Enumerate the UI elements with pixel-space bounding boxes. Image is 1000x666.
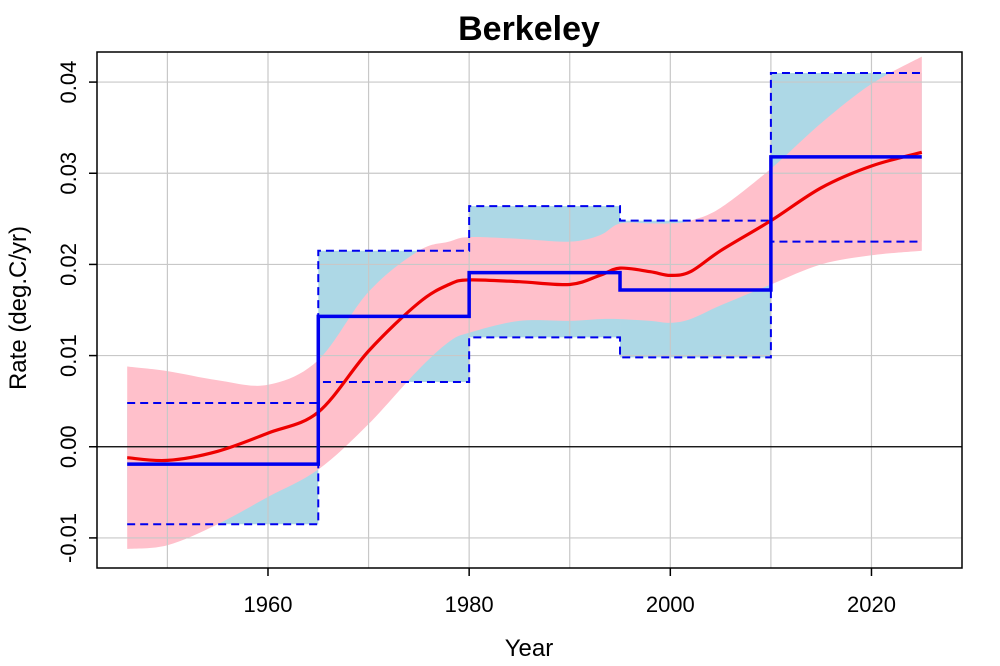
y-tick-label: -0.01	[56, 513, 81, 563]
x-axis-label: Year	[505, 635, 554, 662]
y-tick-labels: -0.01 0.00 0.01 0.02 0.03 0.04	[56, 61, 81, 563]
y-tick-label: 0.02	[56, 243, 81, 286]
smoothed-rate-line	[127, 150, 923, 463]
y-tick-label: 0.04	[56, 61, 81, 104]
x-tick-label: 1980	[445, 592, 494, 617]
x-tick-labels: 1960 1980 2000 2020	[244, 592, 896, 617]
step-rate-line	[127, 155, 922, 466]
x-tick-label: 1960	[244, 592, 293, 617]
plot-frame	[96, 51, 963, 569]
y-tick-label: 0.01	[56, 334, 81, 377]
x-tick-label: 2000	[646, 592, 695, 617]
smooth-confidence-band	[127, 56, 922, 549]
chart-title: Berkeley	[458, 10, 600, 48]
x-tick-label: 2020	[847, 592, 896, 617]
y-tick-label: 0.03	[56, 152, 81, 195]
y-tick-label: 0.00	[56, 425, 81, 468]
y-axis-label: Rate (deg.C/yr)	[5, 226, 32, 390]
